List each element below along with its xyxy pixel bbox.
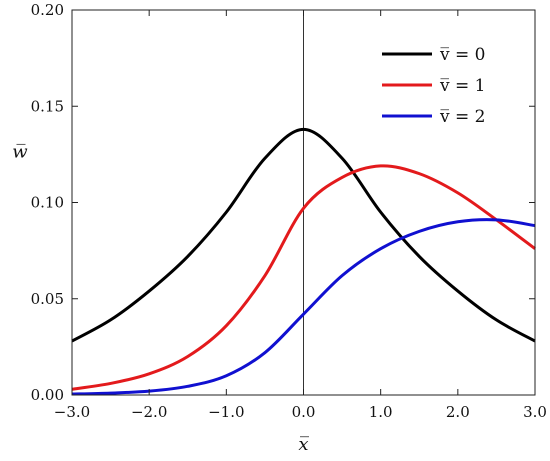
legend-label-1: v̅ = 1 [439,76,485,96]
x-tick-label: 0.0 [292,403,316,421]
x-axis-label: x̅ [298,434,309,455]
x-tick-label: 1.0 [369,403,393,421]
x-tick-label: 3.0 [523,403,547,421]
y-tick-label: 0.10 [31,194,64,212]
x-tick-label: 2.0 [446,403,470,421]
x-tick-label: −2.0 [131,403,167,421]
legend: v̅ = 0 v̅ = 1 v̅ = 2 [376,36,518,130]
x-tick-label: −3.0 [54,403,90,421]
axes-layer: −3.0 −2.0 −1.0 0.0 1.0 2.0 3.0 0.00 0.05 0.10 0.15… [12,1,547,455]
y-tick-label: 0.20 [31,1,64,19]
legend-label-2: v̅ = 2 [439,107,485,127]
y-tick-label: 0.00 [31,386,64,404]
y-tick-label: 0.15 [31,97,64,115]
legend-box [376,36,518,130]
x-tick-label: −1.0 [208,403,244,421]
y-axis-label: w̅ [12,142,28,163]
y-tick-label: 0.05 [31,290,64,308]
legend-label-0: v̅ = 0 [439,45,485,65]
